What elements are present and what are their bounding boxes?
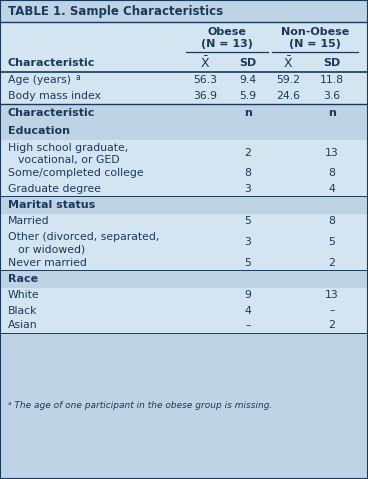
Text: 8: 8 (245, 169, 251, 179)
Text: 9.4: 9.4 (240, 75, 256, 85)
Text: Graduate degree: Graduate degree (8, 183, 101, 194)
Text: a: a (76, 72, 81, 81)
Bar (0, 229, 368, 255)
Bar (0, 333, 368, 479)
Text: Married: Married (8, 217, 50, 227)
Text: Characteristic: Characteristic (8, 58, 95, 68)
Text: Some/completed college: Some/completed college (8, 169, 144, 179)
Text: 2: 2 (245, 148, 251, 158)
Bar (0, 72, 368, 88)
Text: $\bar{\mathrm{X}}$: $\bar{\mathrm{X}}$ (200, 55, 210, 71)
Text: Age (years): Age (years) (8, 75, 71, 85)
Text: –: – (329, 306, 335, 316)
Bar (0, 214, 368, 229)
Text: 5.9: 5.9 (240, 91, 256, 101)
Bar (0, 166, 368, 181)
Text: High school graduate,: High school graduate, (8, 143, 128, 153)
Text: 36.9: 36.9 (193, 91, 217, 101)
Bar (0, 140, 368, 166)
Text: $\bar{\mathrm{X}}$: $\bar{\mathrm{X}}$ (283, 55, 293, 71)
Text: 3: 3 (245, 237, 251, 247)
Text: –: – (245, 320, 251, 331)
Text: or widowed): or widowed) (18, 244, 85, 254)
Text: 9: 9 (245, 290, 251, 300)
Text: Never married: Never married (8, 258, 87, 267)
Text: SD: SD (239, 58, 256, 68)
Text: (N = 15): (N = 15) (289, 39, 341, 49)
Text: 13: 13 (325, 148, 339, 158)
Bar (0, 0, 368, 22)
Text: Education: Education (8, 126, 70, 136)
Text: TABLE 1. Sample Characteristics: TABLE 1. Sample Characteristics (8, 4, 223, 18)
Text: Race: Race (8, 274, 38, 284)
Text: 2: 2 (329, 258, 336, 267)
Text: 24.6: 24.6 (276, 91, 300, 101)
Text: 4: 4 (245, 306, 251, 316)
Text: 59.2: 59.2 (276, 75, 300, 85)
Text: White: White (8, 290, 40, 300)
Text: n: n (328, 108, 336, 118)
Text: 8: 8 (329, 217, 336, 227)
Text: vocational, or GED: vocational, or GED (18, 155, 120, 165)
Text: Other (divorced, separated,: Other (divorced, separated, (8, 232, 159, 242)
Text: Obese: Obese (208, 27, 247, 37)
Text: Body mass index: Body mass index (8, 91, 101, 101)
Text: 13: 13 (325, 290, 339, 300)
Text: 2: 2 (329, 320, 336, 331)
Text: Marital status: Marital status (8, 200, 95, 210)
Text: 3.6: 3.6 (323, 91, 340, 101)
Bar (0, 181, 368, 196)
Bar (0, 88, 368, 104)
Text: SD: SD (323, 58, 341, 68)
Bar (0, 54, 368, 72)
Text: (N = 13): (N = 13) (201, 39, 253, 49)
Text: n: n (244, 108, 252, 118)
Text: 8: 8 (329, 169, 336, 179)
Bar (0, 303, 368, 318)
Text: Black: Black (8, 306, 38, 316)
Bar (0, 270, 368, 288)
Text: 5: 5 (245, 258, 251, 267)
Text: Asian: Asian (8, 320, 38, 331)
Text: 4: 4 (329, 183, 336, 194)
Text: Characteristic: Characteristic (8, 108, 95, 118)
Text: 5: 5 (329, 237, 336, 247)
Text: 3: 3 (245, 183, 251, 194)
Bar (0, 318, 368, 333)
Bar (0, 104, 368, 122)
Bar (0, 255, 368, 270)
Text: 11.8: 11.8 (320, 75, 344, 85)
Text: ᵃ The age of one participant in the obese group is missing.: ᵃ The age of one participant in the obes… (8, 401, 272, 411)
Text: 56.3: 56.3 (193, 75, 217, 85)
Bar (0, 122, 368, 140)
Bar (0, 22, 368, 54)
Bar (0, 196, 368, 214)
Text: Non-Obese: Non-Obese (281, 27, 349, 37)
Text: 5: 5 (245, 217, 251, 227)
Bar (0, 288, 368, 303)
